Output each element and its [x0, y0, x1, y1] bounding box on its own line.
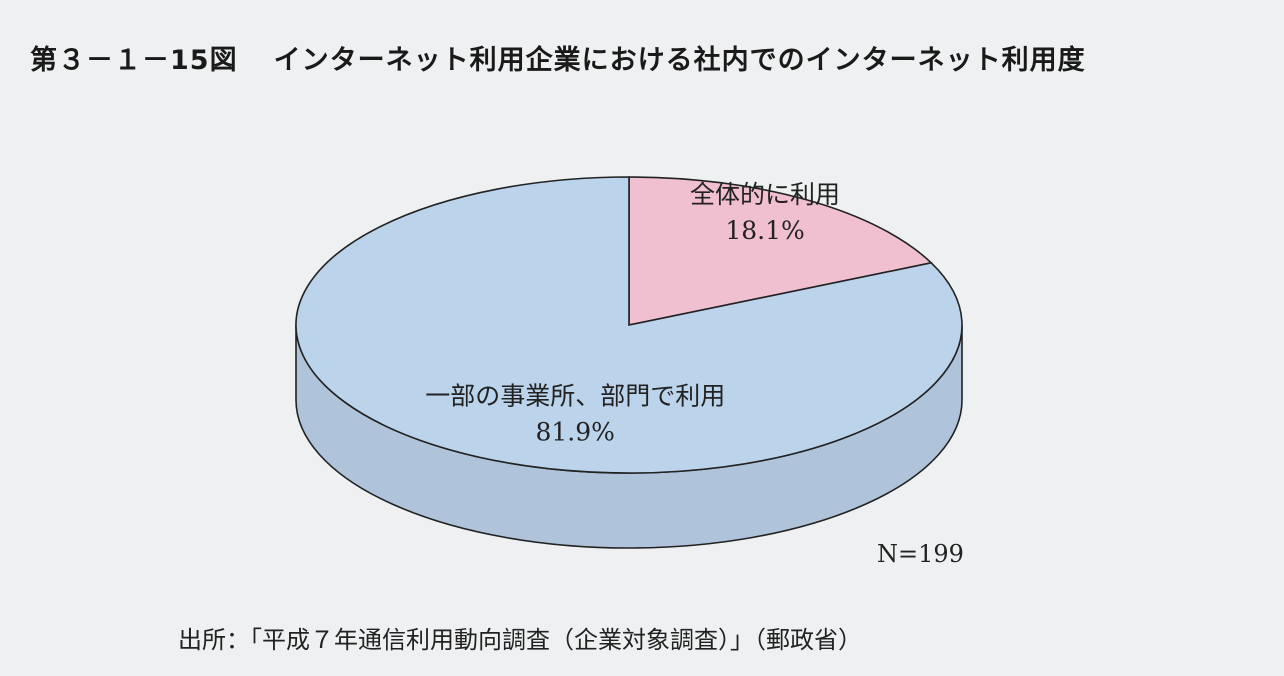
pie-slice-1 — [628, 176, 933, 326]
figure-title: 第３－１－15図 インターネット利用企業における社内でのインターネット利用度 — [30, 38, 1086, 77]
figure-number: 第３－１－15図 — [30, 45, 238, 76]
source-note: 出所：「平成７年通信利用動向調査（企業対象調査）」（郵政省） — [178, 626, 862, 654]
figure-title-text: インターネット利用企業における社内でのインターネット利用度 — [273, 45, 1086, 76]
pie-slice-2 — [295, 176, 963, 474]
sample-size-label: N=199 — [877, 540, 964, 568]
slice-label-1: 全体的に利用 — [690, 180, 840, 209]
slice-value-2: 81.9% — [535, 417, 614, 446]
slice-label-2: 一部の事業所、部門で利用 — [425, 381, 725, 410]
slice-value-1: 18.1% — [725, 216, 804, 245]
